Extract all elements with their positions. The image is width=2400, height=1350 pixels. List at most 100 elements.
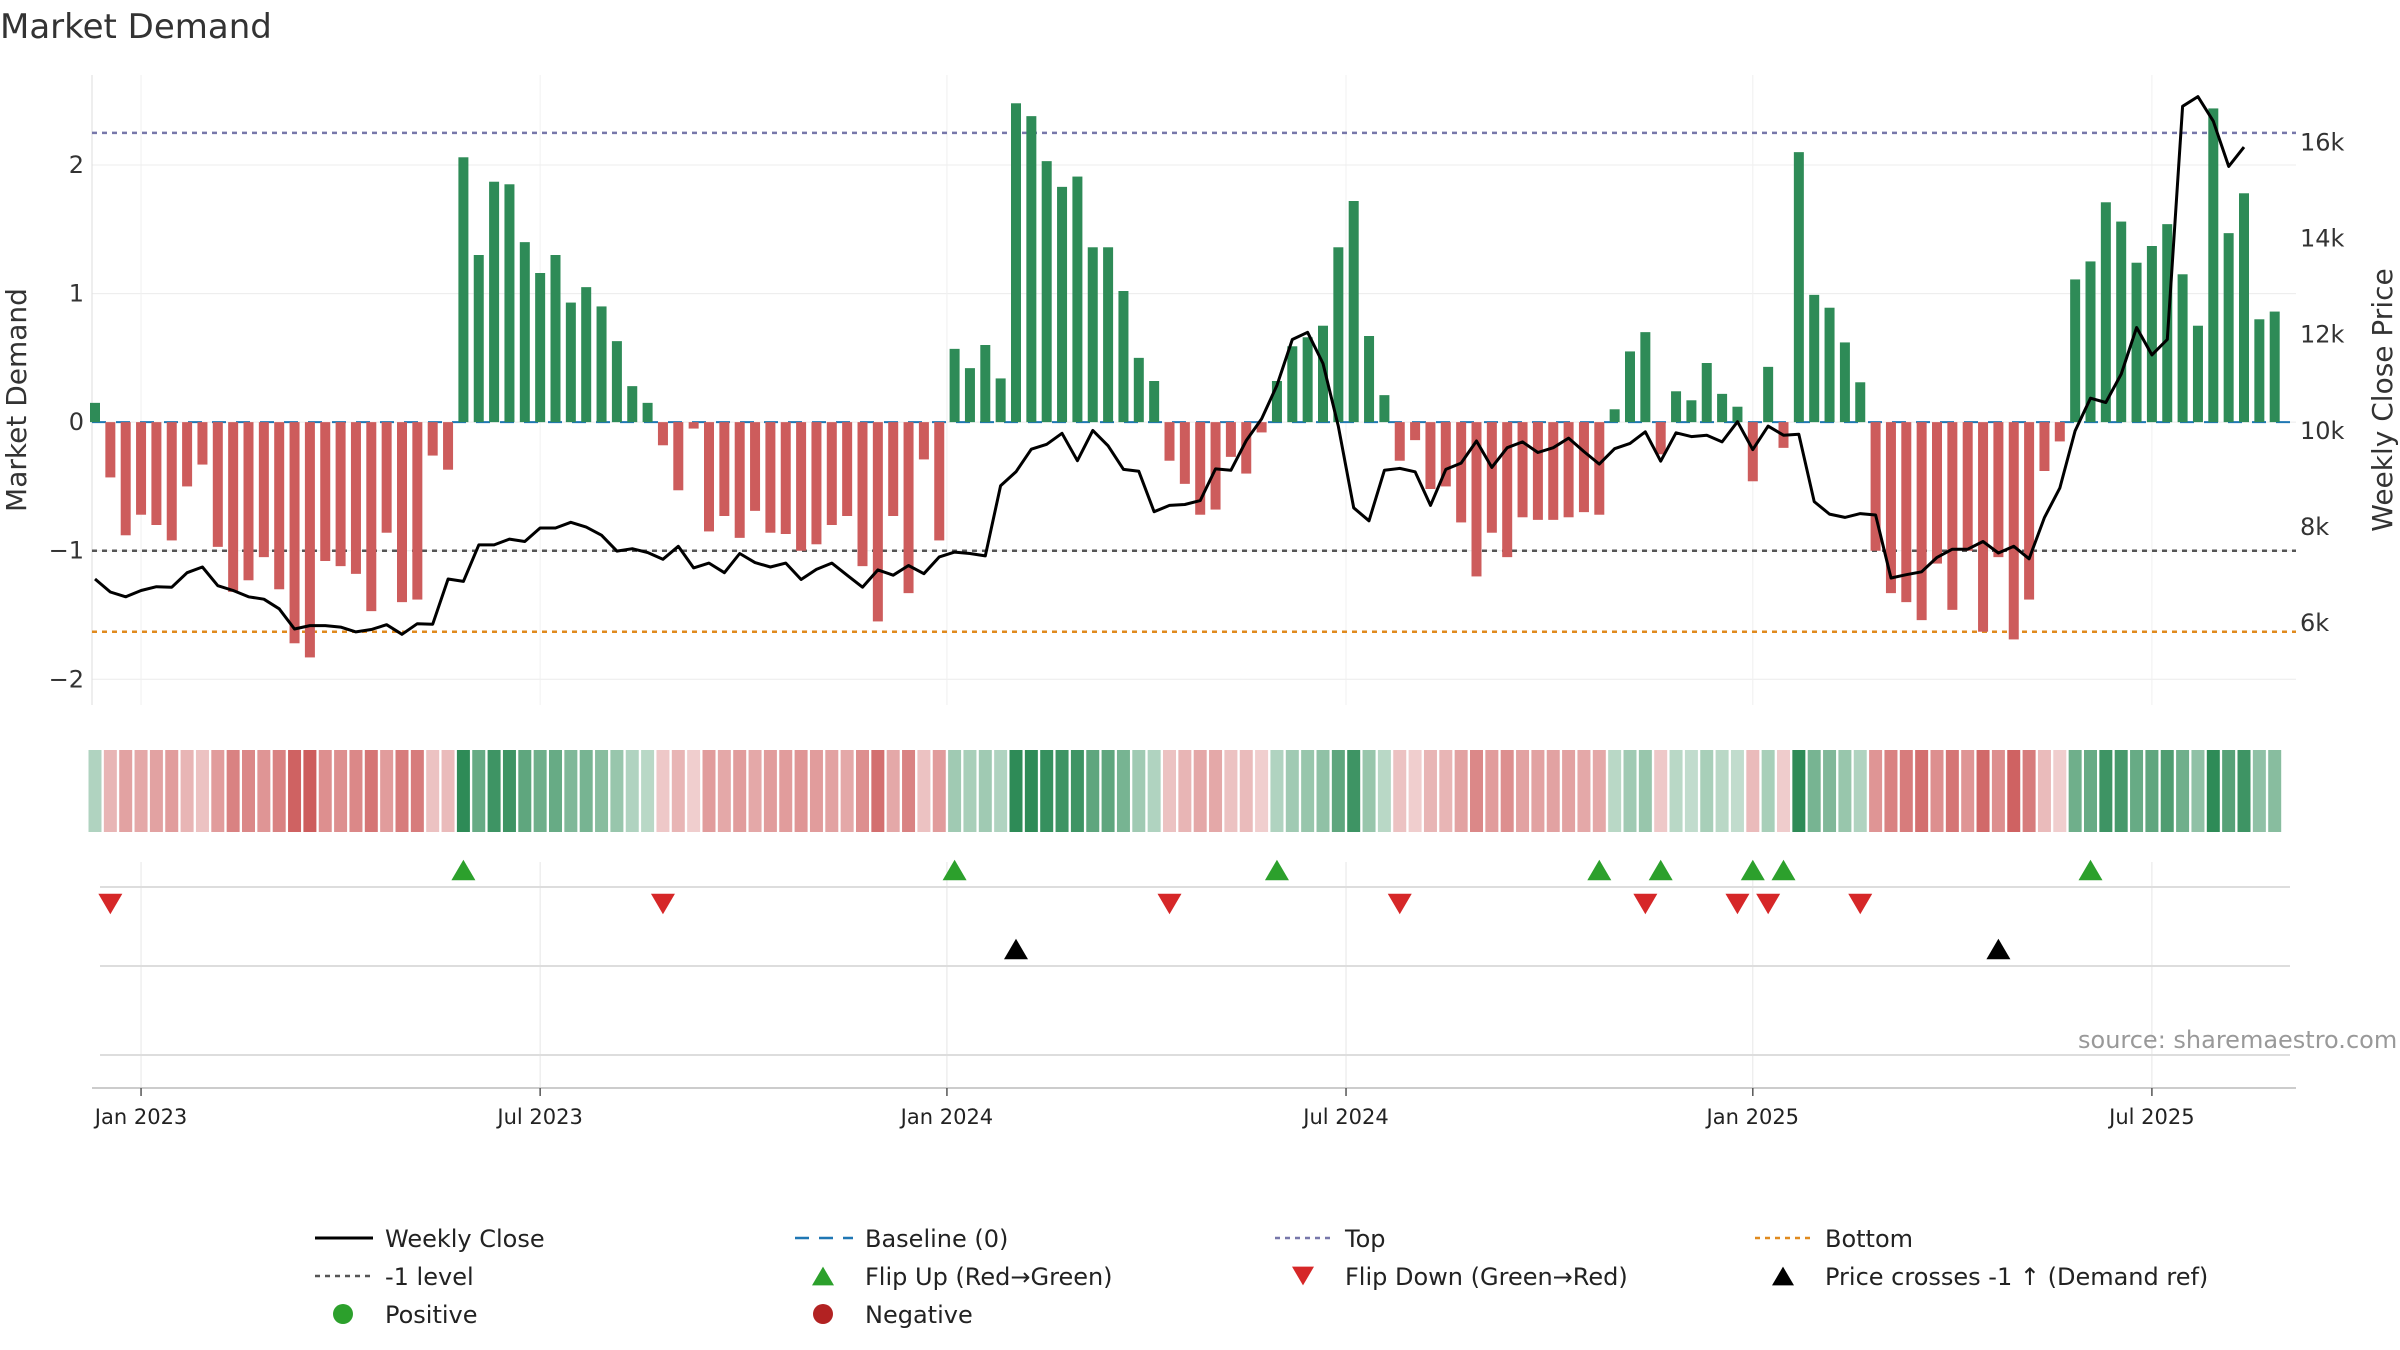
demand-bar	[366, 422, 377, 612]
source-label: source: sharemaestro.com	[2078, 1026, 2397, 1054]
state-cell	[948, 750, 962, 832]
state-cell	[88, 750, 102, 832]
x-tick-label: Jul 2024	[1301, 1105, 1388, 1129]
state-cell	[1608, 750, 1622, 832]
legend-label-positive: Positive	[385, 1301, 478, 1329]
demand-bar	[489, 181, 500, 423]
x-tick-label: Jan 2025	[1705, 1105, 1800, 1129]
state-cell	[564, 750, 578, 832]
state-cell	[2252, 750, 2266, 832]
demand-bar	[1701, 363, 1712, 423]
demand-bar	[1425, 422, 1436, 489]
demand-bar	[1149, 381, 1160, 423]
demand-bar	[734, 422, 745, 538]
state-cell	[932, 750, 946, 832]
demand-bar	[427, 422, 438, 456]
state-cell	[1746, 750, 1760, 832]
demand-bar	[1594, 422, 1605, 515]
demand-bar	[964, 368, 975, 423]
state-cell	[1700, 750, 1714, 832]
flip-down-marker	[1848, 893, 1873, 915]
state-cell	[1730, 750, 1744, 832]
flip-up-marker	[1740, 859, 1765, 881]
demand-bar	[1118, 291, 1129, 423]
demand-bar	[1993, 422, 2004, 558]
state-cell	[1347, 750, 1361, 832]
y-tick-label: 1	[69, 280, 84, 308]
state-cell	[1915, 750, 1929, 832]
demand-bar	[304, 422, 315, 658]
legend-swatch-flip-up	[812, 1266, 834, 1286]
legend-swatch-price-cross	[1772, 1266, 1794, 1286]
demand-bar	[1640, 332, 1651, 423]
y-tick-label: 2	[69, 151, 84, 179]
state-cell	[763, 750, 777, 832]
state-cell	[1761, 750, 1775, 832]
state-cell	[902, 750, 916, 832]
state-cell	[2145, 750, 2159, 832]
state-cell	[1070, 750, 1084, 832]
demand-bar	[1532, 422, 1543, 520]
state-cell	[1423, 750, 1437, 832]
state-cell	[1163, 750, 1176, 832]
state-cell	[1301, 750, 1315, 832]
demand-bar	[842, 422, 853, 516]
demand-bar	[2085, 261, 2096, 423]
state-cell	[1930, 750, 1944, 832]
y2-tick-label: 14k	[2300, 225, 2345, 253]
state-cell	[487, 750, 501, 832]
flip-up-marker	[2078, 859, 2103, 881]
demand-bar	[350, 422, 361, 574]
state-cell	[1976, 750, 1990, 832]
state-cell	[1377, 750, 1391, 832]
demand-bar	[1717, 393, 1728, 423]
demand-bar	[1763, 366, 1774, 423]
demand-bar	[1364, 336, 1375, 423]
state-cell	[702, 750, 716, 832]
flip-up-marker	[1587, 859, 1612, 881]
demand-bar	[1502, 422, 1513, 558]
state-cell	[610, 750, 624, 832]
demand-bar	[1563, 422, 1574, 518]
demand-bar	[1041, 161, 1052, 423]
state-cell	[1024, 750, 1038, 832]
state-cell	[748, 750, 762, 832]
y-tick-label: −1	[49, 537, 84, 565]
state-cell	[303, 750, 317, 832]
demand-bar	[1379, 395, 1390, 423]
price-cross-marker	[1004, 938, 1028, 960]
y2-tick-label: 16k	[2300, 128, 2345, 156]
demand-bar	[719, 422, 730, 516]
demand-bar	[1164, 422, 1175, 461]
demand-bar	[857, 422, 868, 567]
demand-bar	[888, 422, 899, 516]
state-cell	[1285, 750, 1299, 832]
demand-bar	[1471, 422, 1482, 577]
demand-bar	[918, 422, 929, 460]
state-cell	[733, 750, 747, 832]
state-cell	[794, 750, 808, 832]
state-cell	[2053, 750, 2067, 832]
demand-bar	[642, 402, 653, 423]
demand-bar	[596, 306, 607, 423]
demand-bar	[258, 422, 269, 558]
demand-bar	[120, 422, 131, 536]
state-cell	[441, 750, 455, 832]
state-cell	[1055, 750, 1069, 832]
demand-bar	[1625, 351, 1635, 423]
state-cell	[1577, 750, 1591, 832]
demand-bar	[565, 302, 576, 423]
state-cell	[1669, 750, 1683, 832]
chart-title: Market Demand	[0, 7, 272, 47]
demand-bar	[1225, 422, 1236, 457]
demand-bar	[2100, 202, 2111, 423]
demand-bar	[243, 422, 254, 581]
state-cell	[840, 750, 854, 832]
demand-bar	[611, 341, 622, 423]
legend-label-minus-one: -1 level	[385, 1263, 474, 1291]
legend-label-baseline: Baseline (0)	[865, 1225, 1008, 1253]
state-cell	[1777, 750, 1790, 832]
demand-bar	[1271, 381, 1282, 423]
state-cell	[195, 750, 209, 832]
state-cell	[149, 750, 163, 832]
